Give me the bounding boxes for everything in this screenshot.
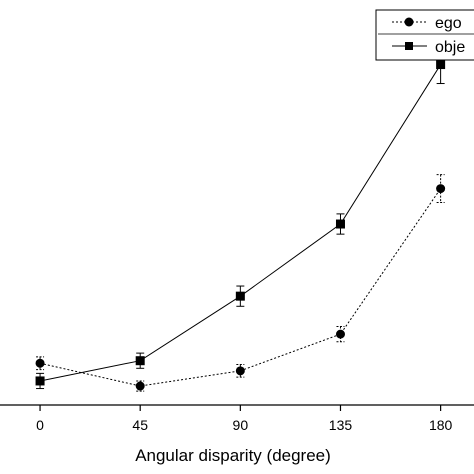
legend-marker-ego xyxy=(404,17,414,27)
data-point xyxy=(235,366,245,376)
series-line xyxy=(39,188,442,387)
x-axis-title: Angular disparity (degree) xyxy=(135,446,331,465)
series-obje xyxy=(35,45,446,390)
x-tick-label: 90 xyxy=(233,417,249,433)
data-point xyxy=(35,376,45,386)
legend-box xyxy=(375,9,474,61)
data-point xyxy=(436,184,446,194)
legend-label-obje: obje xyxy=(435,39,465,56)
x-tick-label: 0 xyxy=(36,417,44,433)
data-point xyxy=(436,60,446,70)
data-point xyxy=(235,291,245,301)
data-point xyxy=(135,381,145,391)
x-ticks: 0 45 90 135 180 xyxy=(36,405,453,433)
data-point xyxy=(135,356,145,366)
legend-marker-obje xyxy=(405,42,413,50)
series-line xyxy=(39,64,442,382)
data-point xyxy=(35,358,45,368)
data-point xyxy=(335,219,345,229)
x-tick-label: 180 xyxy=(429,417,453,433)
legend: ego obje xyxy=(375,9,474,61)
data-point xyxy=(335,329,345,339)
x-tick-label: 45 xyxy=(132,417,148,433)
x-tick-label: 135 xyxy=(329,417,353,433)
series-ego xyxy=(35,174,446,392)
series-layer xyxy=(35,45,446,392)
legend-label-ego: ego xyxy=(435,15,462,32)
